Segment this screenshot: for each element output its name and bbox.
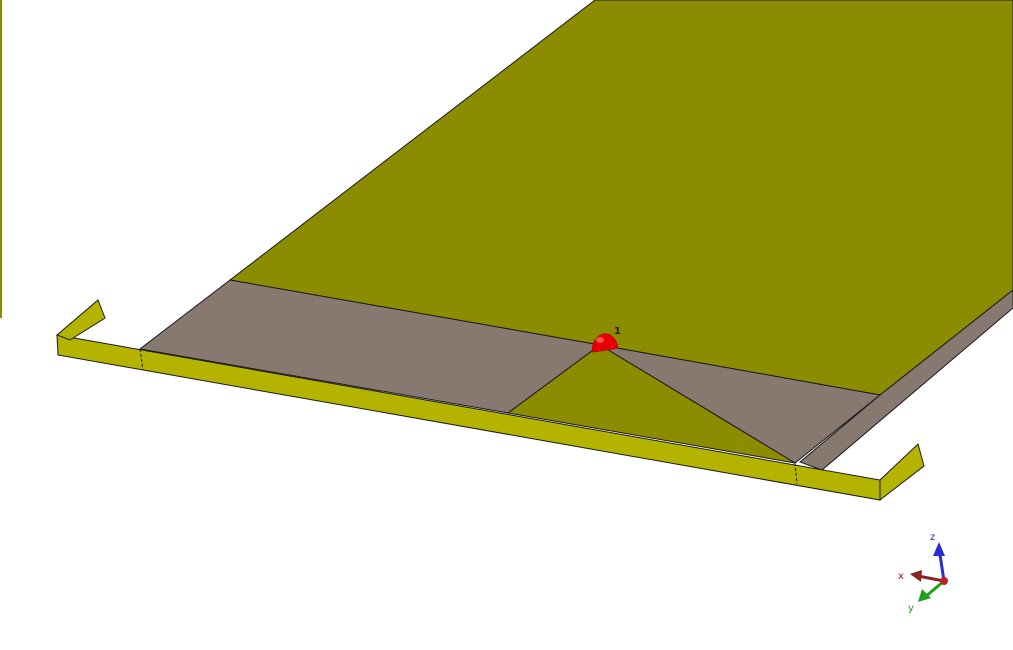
left-bent-tab[interactable]	[56, 299, 106, 341]
strip-divider-right	[794, 462, 798, 485]
right-bent-tab[interactable]	[879, 443, 925, 502]
feed-triangle-patch[interactable]	[506, 344, 796, 464]
axis-triad: z x y	[898, 532, 948, 614]
y-axis-label: y	[908, 603, 914, 614]
port-label: 1	[614, 326, 621, 337]
z-axis-label: z	[930, 532, 935, 543]
y-axis-arrow-icon	[918, 589, 931, 602]
substrate-side-face[interactable]	[799, 289, 1013, 471]
x-axis-label: x	[898, 571, 904, 582]
left-edge-strip	[0, 0, 2, 318]
port-highlight	[596, 337, 604, 343]
strip-divider-left	[139, 348, 144, 371]
port-marker[interactable]: 1	[591, 326, 621, 353]
z-axis-arrow-icon	[933, 542, 945, 556]
axis-origin	[940, 577, 948, 585]
x-axis-arrow-icon	[910, 570, 922, 582]
